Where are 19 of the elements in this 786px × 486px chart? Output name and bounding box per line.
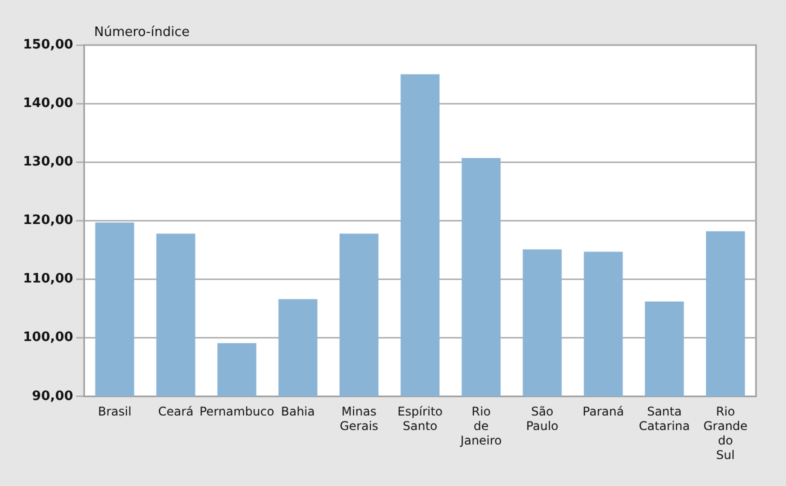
x-tick-label: São Paulo xyxy=(526,404,558,434)
y-tick-label: 100,00 xyxy=(22,330,74,346)
x-tick-label: Minas Gerais xyxy=(340,404,378,434)
y-axis-title: Número-índice xyxy=(94,24,190,40)
x-tick-label: Pernambuco xyxy=(199,404,274,419)
y-tick-label: 110,00 xyxy=(22,272,74,287)
x-tick-label: Espírito Santo xyxy=(398,404,443,434)
x-tick-label: Bahia xyxy=(280,404,315,419)
y-tick-label: 120,00 xyxy=(22,213,74,228)
y-tick-label: 150,00 xyxy=(22,37,74,52)
x-tick-label: Rio Grande do Sul xyxy=(703,404,748,462)
x-tick-label: Brasil xyxy=(98,404,132,419)
y-tick-label: 90,00 xyxy=(32,388,74,404)
x-tick-label: Rio de Janeiro xyxy=(460,404,502,448)
y-tick-label: 130,00 xyxy=(22,154,74,170)
x-tick-label: Ceará xyxy=(158,404,194,419)
x-tick-label: Santa Catarina xyxy=(638,404,690,434)
y-tick-label: 140,00 xyxy=(22,96,74,111)
x-tick-label: Paraná xyxy=(582,404,624,419)
